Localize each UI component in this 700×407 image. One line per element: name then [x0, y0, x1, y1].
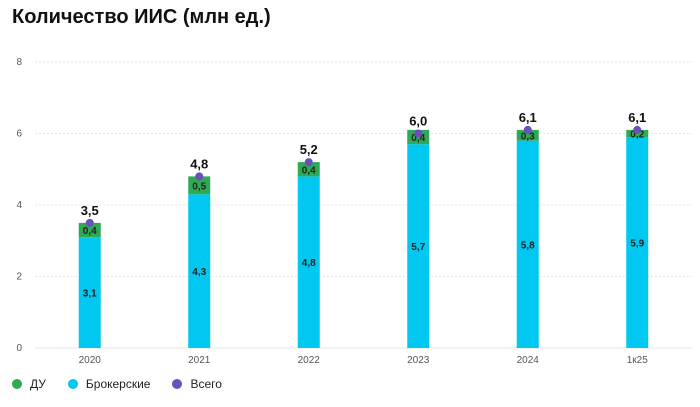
bar-segment-du	[188, 176, 211, 195]
data-label-broker: 3,1	[83, 289, 97, 300]
x-tick-label: 1к25	[627, 355, 648, 366]
legend-label-du: ДУ	[30, 377, 46, 391]
data-label-total: 3,5	[81, 203, 99, 218]
y-tick-label: 6	[16, 129, 22, 140]
bar-segment-du	[516, 129, 539, 141]
y-tick-label: 0	[16, 343, 22, 354]
legend: ДУ Брокерские Всего	[12, 377, 222, 391]
legend-item-total[interactable]: Всего	[172, 377, 222, 391]
data-label-broker: 4,3	[192, 267, 206, 278]
x-tick-label: 2024	[517, 355, 540, 366]
data-label-broker: 5,7	[411, 242, 425, 253]
legend-item-broker[interactable]: Брокерские	[67, 377, 151, 391]
bar-segment-du	[297, 162, 320, 177]
bar-segment-broker	[516, 140, 539, 348]
y-tick-label: 4	[16, 200, 22, 211]
x-tick-label: 2021	[188, 355, 211, 366]
x-tick-label: 2023	[407, 355, 430, 366]
data-label-total: 5,2	[300, 142, 318, 157]
data-label-du: 0,5	[192, 181, 206, 192]
data-label-du: 0,4	[302, 165, 316, 176]
data-label-du: 0,3	[521, 131, 535, 142]
bar-segment-broker	[188, 194, 211, 348]
legend-label-total: Всего	[190, 377, 222, 391]
data-label-total: 6,1	[628, 110, 646, 125]
legend-swatch-broker	[67, 379, 78, 389]
bar-segment-du	[78, 222, 101, 238]
data-label-total: 6,1	[519, 110, 537, 125]
x-tick-label: 2022	[298, 355, 321, 366]
data-label-broker: 4,8	[302, 258, 316, 269]
total-marker	[195, 172, 204, 181]
bar-segment-broker	[407, 144, 430, 348]
total-marker	[633, 125, 642, 134]
total-marker	[85, 218, 94, 227]
bar-segment-broker	[78, 237, 101, 348]
data-label-du: 0,2	[630, 130, 644, 141]
data-label-total: 4,8	[190, 156, 208, 171]
chart-title: Количество ИИС (млн ед.)	[12, 6, 271, 28]
bar-segment-broker	[297, 176, 320, 348]
data-label-total: 6,0	[409, 114, 427, 129]
total-marker	[414, 129, 423, 138]
legend-swatch-du	[12, 379, 22, 389]
legend-item-du[interactable]: ДУ	[12, 377, 46, 391]
data-label-broker: 5,9	[630, 239, 644, 250]
y-tick-label: 8	[16, 57, 22, 68]
data-label-broker: 5,8	[521, 240, 535, 251]
legend-swatch-total	[172, 379, 183, 389]
x-tick-label: 2020	[79, 355, 102, 366]
data-label-du: 0,4	[83, 226, 97, 237]
total-marker	[523, 125, 532, 134]
y-tick-label: 2	[16, 272, 22, 283]
data-label-du: 0,4	[411, 133, 425, 144]
legend-label-broker: Брокерские	[85, 377, 151, 391]
total-marker	[304, 158, 313, 167]
bar-segment-broker	[626, 137, 649, 348]
